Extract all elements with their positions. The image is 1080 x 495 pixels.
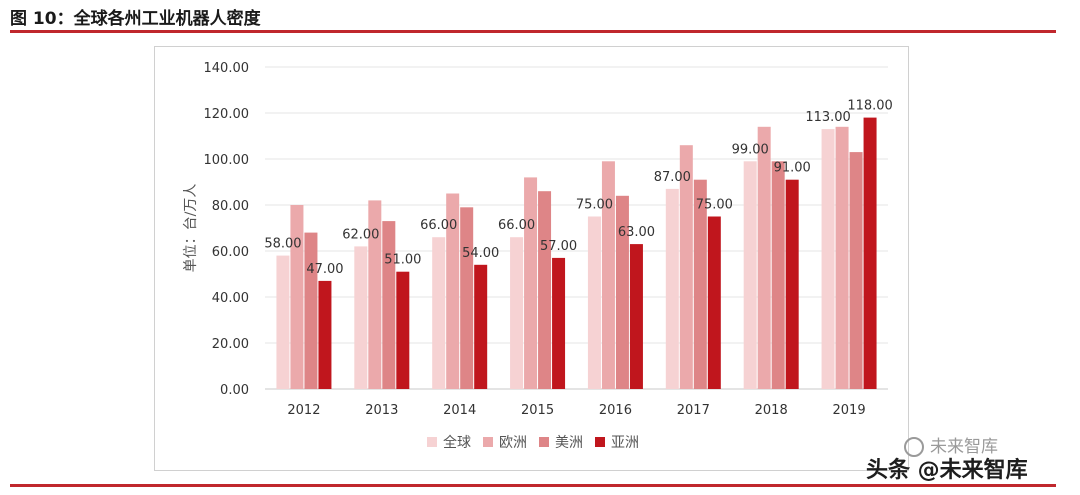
bar-亚洲-2012 <box>318 280 332 389</box>
legend-swatch-亚洲 <box>595 437 605 447</box>
data-label: 118.00 <box>847 99 893 114</box>
bar-全球-2019 <box>821 129 835 389</box>
data-label: 113.00 <box>805 110 851 125</box>
data-label: 58.00 <box>264 237 301 252</box>
legend-swatch-美洲 <box>539 437 549 447</box>
bar-欧洲-2017 <box>679 145 693 389</box>
y-tick-label: 20.00 <box>212 337 249 352</box>
data-label: 66.00 <box>498 218 535 233</box>
bar-亚洲-2014 <box>474 264 488 389</box>
data-label: 57.00 <box>540 239 577 254</box>
y-tick-label: 100.00 <box>204 153 250 168</box>
bar-欧洲-2015 <box>524 177 538 389</box>
bar-全球-2013 <box>354 246 368 389</box>
data-label: 87.00 <box>654 170 691 185</box>
title-rule <box>10 30 1056 33</box>
x-tick-label: 2014 <box>443 403 476 418</box>
bar-亚洲-2013 <box>396 271 410 389</box>
x-tick-label: 2018 <box>755 403 788 418</box>
chart-frame: 0.00 20.00 40.00 60.00 80.00 100.00 120.00 140.… <box>154 46 909 471</box>
y-tick-label: 40.00 <box>212 291 249 306</box>
legend-swatch-欧洲 <box>483 437 493 447</box>
legend-label: 美洲 <box>555 435 583 451</box>
legend-label: 全球 <box>443 434 471 451</box>
bar-欧洲-2012 <box>290 205 304 389</box>
bar-全球-2017 <box>665 188 679 389</box>
x-tick-label: 2017 <box>677 403 710 418</box>
data-label: 75.00 <box>576 198 613 213</box>
bar-欧洲-2018 <box>757 126 771 390</box>
footer-rule <box>10 484 1056 487</box>
bar-chart: 0.00 20.00 40.00 60.00 80.00 100.00 120.00 140.… <box>183 61 893 451</box>
x-tick-label: 2019 <box>833 403 866 418</box>
data-label: 47.00 <box>306 262 343 277</box>
data-label: 51.00 <box>384 253 421 268</box>
legend-label: 欧洲 <box>499 435 527 451</box>
bar-美洲-2018 <box>771 161 785 389</box>
y-tick-label: 60.00 <box>212 245 249 260</box>
bar-欧洲-2013 <box>368 200 382 389</box>
data-label: 91.00 <box>774 161 811 176</box>
bar-欧洲-2014 <box>446 193 460 389</box>
data-label: 63.00 <box>618 225 655 240</box>
y-tick-label: 0.00 <box>220 383 249 398</box>
bar-亚洲-2017 <box>707 216 721 389</box>
wechat-icon <box>904 437 924 457</box>
bar-美洲-2019 <box>849 152 863 389</box>
toutiao-watermark: 头条 @未来智库 <box>866 458 1028 483</box>
bar-亚洲-2016 <box>629 244 643 389</box>
bar-美洲-2014 <box>460 207 474 389</box>
x-tick-label: 2013 <box>365 403 398 418</box>
x-tick-label: 2016 <box>599 403 632 418</box>
wechat-watermark-text: 未来智库 <box>930 437 998 457</box>
legend-swatch-全球 <box>427 437 437 447</box>
y-tick-label: 80.00 <box>212 199 249 214</box>
data-label: 66.00 <box>420 218 457 233</box>
legend-label: 亚洲 <box>611 435 639 451</box>
data-label: 62.00 <box>342 227 379 242</box>
bar-全球-2018 <box>743 161 757 389</box>
y-axis-title: 单位：台/万人 <box>183 184 199 273</box>
bar-美洲-2016 <box>615 195 629 389</box>
bar-美洲-2015 <box>538 191 552 389</box>
bar-美洲-2013 <box>382 221 396 389</box>
data-label: 99.00 <box>732 142 769 157</box>
data-label: 75.00 <box>696 198 733 213</box>
figure-title: 图 10：全球各州工业机器人密度 <box>10 9 261 29</box>
bar-全球-2014 <box>432 237 446 389</box>
bar-全球-2015 <box>510 237 524 389</box>
bar-美洲-2017 <box>693 179 707 389</box>
data-label: 54.00 <box>462 246 499 261</box>
bar-全球-2016 <box>587 216 601 389</box>
wechat-watermark: 未来智库 <box>904 432 998 457</box>
x-tick-label: 2015 <box>521 403 554 418</box>
y-tick-label: 140.00 <box>204 61 250 76</box>
bar-欧洲-2019 <box>835 126 849 390</box>
x-tick-label: 2012 <box>287 403 320 418</box>
bar-亚洲-2019 <box>863 117 877 389</box>
bar-全球-2012 <box>276 255 290 389</box>
bar-亚洲-2015 <box>552 257 566 389</box>
y-tick-label: 120.00 <box>204 107 250 122</box>
bar-美洲-2012 <box>304 232 318 389</box>
bar-欧洲-2016 <box>601 161 615 389</box>
bar-亚洲-2018 <box>785 179 799 389</box>
